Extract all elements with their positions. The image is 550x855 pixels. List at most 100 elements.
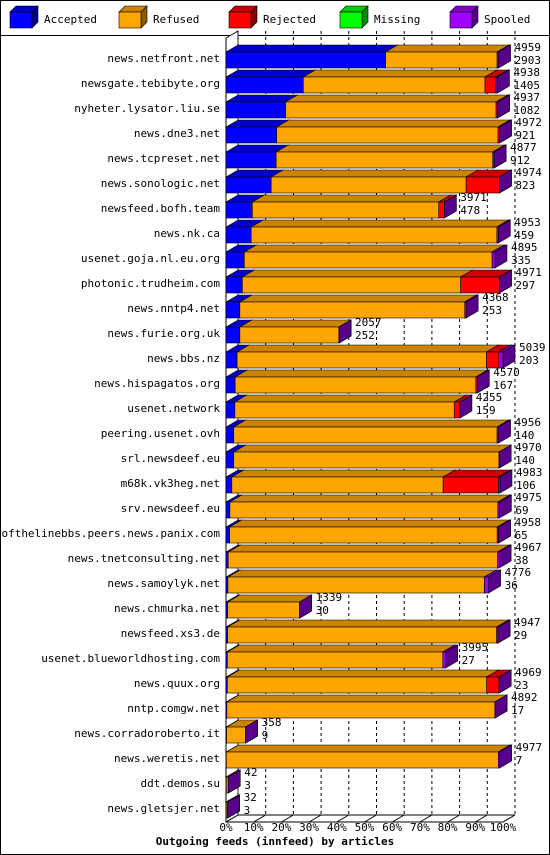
total-label: 3971 (460, 191, 487, 204)
total-label: 5039 (519, 341, 546, 354)
bar-side (338, 319, 352, 344)
bar-front (233, 426, 498, 444)
bar-side (497, 94, 510, 119)
y-tick-label: newsgate.tebibyte.org (81, 77, 220, 90)
bar-front (233, 451, 500, 469)
bar-segment (483, 569, 502, 594)
bar-front (270, 176, 467, 194)
bar-segment (225, 744, 512, 769)
bar-segment (476, 369, 490, 394)
bar-front (227, 676, 487, 694)
bar-segment (226, 594, 313, 619)
bar-segment (497, 469, 514, 494)
bar-front (252, 201, 440, 219)
accepted-label: 23 (515, 679, 528, 692)
bar-top (233, 394, 468, 403)
bar-top (230, 469, 457, 478)
bar-segment (224, 44, 399, 69)
bar-top (241, 269, 474, 278)
bar-segment (497, 94, 510, 119)
accepted-label: 30 (316, 604, 329, 617)
total-label: 4937 (513, 91, 540, 104)
legend-item: Missing (339, 5, 420, 29)
bar-segment (224, 69, 317, 94)
x-tick-label: 0% (219, 821, 233, 834)
bar-top (224, 44, 399, 53)
bar-front (484, 576, 489, 594)
accepted-label: 252 (355, 329, 375, 342)
bar-top (234, 369, 489, 378)
bar-front (276, 126, 499, 144)
accepted-label: 335 (511, 254, 531, 267)
bar-front (225, 301, 241, 319)
bar-front (236, 351, 487, 369)
bar-front (229, 501, 499, 519)
accepted-label: 297 (515, 279, 535, 292)
legend-item: Spooled (449, 5, 530, 29)
y-tick-label: news.corradoroberto.it (74, 727, 220, 740)
total-label: 358 (262, 716, 282, 729)
y-tick-label: news.furie.org.uk (107, 327, 220, 340)
bar-front (484, 76, 497, 94)
bar-top (226, 644, 457, 653)
bar-front (229, 526, 498, 544)
accepted-label: 1405 (513, 79, 540, 92)
y-tick-label: news.netfront.net (107, 52, 220, 65)
bar-top (284, 94, 510, 103)
bar-top (227, 544, 511, 553)
bar-segment (226, 669, 500, 694)
bar-segment (497, 619, 511, 644)
bar-front (225, 226, 252, 244)
bar-front (227, 601, 300, 619)
bar-segment (338, 319, 352, 344)
bar-front (227, 626, 497, 644)
accepted-label: 3 (244, 779, 251, 792)
total-label: 4972 (515, 116, 542, 129)
y-tick-label: usenet.network (127, 402, 220, 415)
bar-side (299, 594, 312, 619)
accepted-label: 38 (515, 554, 528, 567)
bar-side (227, 794, 240, 819)
bar-segment (463, 294, 480, 319)
bar-segment (497, 344, 517, 369)
bar-front (442, 476, 499, 494)
x-tick (502, 814, 516, 823)
y-tick-label: newsfeed.xs3.de (121, 627, 220, 640)
legend-item: Refused (118, 5, 199, 29)
accepted-label: 7 (516, 754, 523, 767)
total-label: 4959 (515, 41, 542, 54)
bar-top (232, 444, 513, 453)
x-tick (281, 814, 294, 823)
x-tick-label: 60% (382, 821, 402, 834)
legend-label: Accepted (44, 13, 97, 26)
y-tick-label: nyheter.lysator.liu.se (74, 102, 220, 115)
total-label: 4956 (515, 416, 542, 429)
bar-side (227, 769, 241, 794)
legend-swatch (9, 11, 33, 29)
bar-top (228, 494, 512, 503)
bar-segment (232, 444, 513, 469)
total-label: 4947 (514, 616, 541, 629)
bar-side (499, 119, 512, 144)
bar-segment (275, 144, 506, 169)
bar-segment (235, 344, 500, 369)
bar-segment (493, 144, 507, 169)
x-tick (364, 814, 377, 823)
bar-segment (234, 369, 489, 394)
bar-side (494, 694, 508, 719)
bar-front (225, 176, 272, 194)
bar-top (270, 169, 480, 178)
legend-swatch (339, 11, 363, 29)
total-label: 4958 (515, 516, 542, 529)
bar-segment (499, 169, 512, 194)
bar-front (225, 376, 236, 394)
x-tick-label: 40% (327, 821, 347, 834)
bar-side (443, 194, 457, 219)
x-tick (391, 814, 405, 823)
bar-segment (496, 44, 512, 69)
bar-top (238, 294, 478, 303)
bar-segment (227, 769, 241, 794)
total-label: 32 (244, 791, 257, 804)
accepted-label: 106 (516, 479, 536, 492)
y-tick-label: news.chmurka.net (114, 602, 220, 615)
